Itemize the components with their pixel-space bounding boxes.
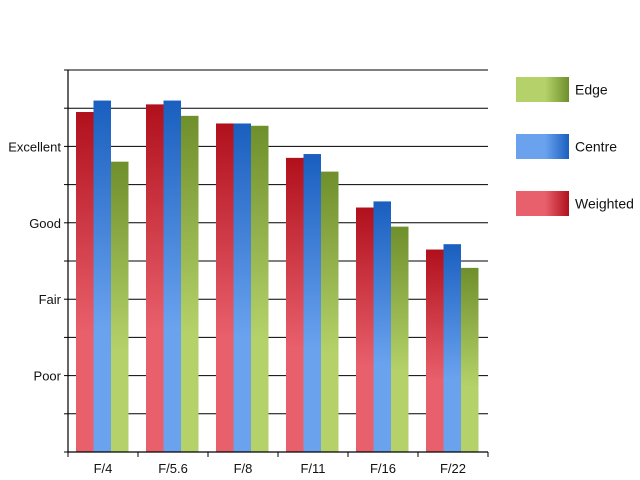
bar-centre-f22 xyxy=(443,244,461,452)
bar-weighted-f22 xyxy=(426,249,444,452)
x-tick-label-f22: F/22 xyxy=(440,461,466,476)
bar-centre-f8 xyxy=(233,123,251,452)
legend-swatch-centre xyxy=(516,134,569,159)
bar-weighted-f4 xyxy=(76,112,94,453)
bar-weighted-f11 xyxy=(286,157,304,453)
legend-label-edge: Edge xyxy=(575,82,608,98)
legend-item-centre: Centre xyxy=(516,134,617,159)
bar-edge-f8 xyxy=(251,125,269,452)
bar-centre-f4 xyxy=(93,100,111,452)
bar-edge-f11 xyxy=(321,171,339,452)
bar-edge-f56 xyxy=(181,115,199,452)
y-tick-label-fair: Fair xyxy=(39,292,62,307)
legend-label-centre: Centre xyxy=(575,139,617,155)
bar-centre-f16 xyxy=(373,201,391,452)
x-tick-label-f11: F/11 xyxy=(300,461,325,476)
legend: Edge Centre Weighted xyxy=(516,77,634,216)
legend-swatch-edge xyxy=(516,77,569,102)
axes xyxy=(64,69,489,457)
bar-edge-f22 xyxy=(461,267,479,452)
bars xyxy=(76,100,479,453)
y-tick-label-good: Good xyxy=(29,216,61,231)
legend-item-edge: Edge xyxy=(516,77,608,102)
legend-label-weighted: Weighted xyxy=(575,196,634,212)
legend-swatch-weighted xyxy=(516,191,569,216)
x-tick-label-f56: F/5.6 xyxy=(158,461,188,476)
bar-edge-f16 xyxy=(391,226,409,452)
bar-centre-f11 xyxy=(303,154,321,453)
x-tick-label-f4: F/4 xyxy=(94,461,113,476)
bar-weighted-f16 xyxy=(356,207,374,452)
x-tick-label-f16: F/16 xyxy=(370,461,396,476)
bar-weighted-f8 xyxy=(216,123,234,452)
grid-lines xyxy=(68,69,488,415)
bar-edge-f4 xyxy=(111,161,129,452)
tick-labels: Poor Fair Good Excellent F/4 F/5.6 F/8 F/11 F/16… xyxy=(8,139,466,476)
bar-weighted-f56 xyxy=(146,104,164,452)
y-tick-label-excellent: Excellent xyxy=(8,139,61,154)
x-tick-label-f8: F/8 xyxy=(234,461,253,476)
legend-item-weighted: Weighted xyxy=(516,191,634,216)
bar-centre-f56 xyxy=(163,100,181,452)
y-tick-label-poor: Poor xyxy=(34,369,62,384)
